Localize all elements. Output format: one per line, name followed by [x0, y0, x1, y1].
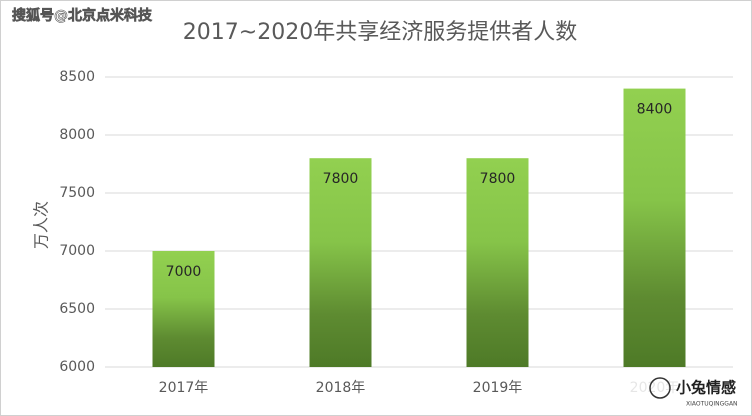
x-tick-label: 2019年 [473, 380, 523, 396]
y-tick-label: 8000 [59, 127, 95, 143]
plot-area: 6000 6500 7000 7500 8000 8500 2017年 7000 2018年 78… [59, 69, 733, 396]
y-tick-label: 7500 [59, 185, 95, 201]
x-tick-label: 2018年 [316, 380, 366, 396]
watermark-source: 搜狐号@北京点米科技 [12, 7, 153, 24]
bar [309, 158, 372, 367]
data-label: 7000 [166, 264, 202, 280]
data-label: 8400 [637, 102, 673, 118]
watermark-icon [649, 377, 671, 399]
bar [466, 158, 529, 367]
watermark-bg [628, 372, 746, 412]
x-tick-label: 2017年 [159, 380, 209, 396]
y-tick-label: 8500 [59, 69, 95, 85]
data-label: 7800 [323, 171, 359, 187]
watermark-brand-latin: XIAOTUQINGGAN [686, 401, 738, 408]
watermark-brand-text: 小兔情感 [676, 379, 736, 397]
y-tick-label: 6000 [59, 359, 95, 375]
y-tick-label: 6500 [59, 301, 95, 317]
data-label: 7800 [480, 171, 516, 187]
bar [152, 251, 215, 367]
y-tick-label: 7000 [59, 243, 95, 259]
y-axis-label: 万人次 [32, 201, 51, 249]
chart-title: 2017~2020年共享经济服务提供者人数 [183, 20, 577, 45]
watermark-brand: 小兔情感 XIAOTUQINGGAN [628, 372, 746, 412]
bar [623, 88, 686, 367]
